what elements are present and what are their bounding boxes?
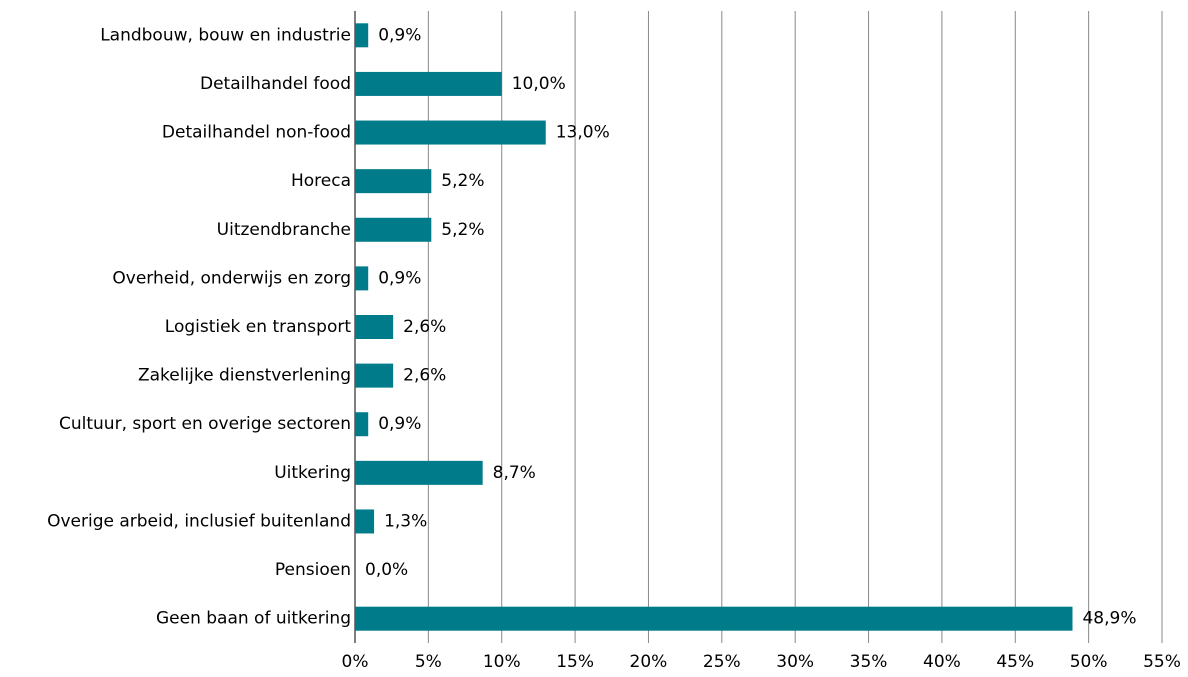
bar xyxy=(355,71,502,96)
y-tick-label: Overheid, onderwijs en zorg xyxy=(112,268,351,288)
y-tick-label: Pensioen xyxy=(275,560,351,580)
y-tick-label: Overige arbeid, inclusief buitenland xyxy=(47,511,351,531)
value-label: 2,6% xyxy=(403,317,446,337)
bar xyxy=(355,217,432,242)
y-tick-label: Landbouw, bouw en industrie xyxy=(100,25,351,45)
x-tick-label: 50% xyxy=(1070,652,1108,672)
x-tick-label: 15% xyxy=(556,652,594,672)
bar xyxy=(355,23,369,48)
value-label: 1,3% xyxy=(384,511,427,531)
value-label: 10,0% xyxy=(512,74,566,94)
x-tick-label: 0% xyxy=(342,652,369,672)
bar xyxy=(355,412,369,437)
y-tick-label: Uitkering xyxy=(274,463,351,483)
value-label: 0,9% xyxy=(378,414,421,434)
value-label: 0,9% xyxy=(378,25,421,45)
bar xyxy=(355,169,432,194)
value-label: 5,2% xyxy=(441,220,484,240)
y-tick-label: Detailhandel food xyxy=(200,74,351,94)
y-tick-label: Uitzendbranche xyxy=(217,220,351,240)
y-tick-label: Zakelijke dienstverlening xyxy=(138,366,351,386)
x-tick-label: 10% xyxy=(483,652,521,672)
value-label: 5,2% xyxy=(441,171,484,191)
y-tick-label: Geen baan of uitkering xyxy=(156,609,351,629)
x-tick-label: 5% xyxy=(415,652,442,672)
x-tick-label: 45% xyxy=(996,652,1034,672)
value-label: 8,7% xyxy=(493,463,536,483)
y-tick-label: Logistiek en transport xyxy=(165,317,352,337)
x-tick-label: 40% xyxy=(923,652,961,672)
value-label: 2,6% xyxy=(403,366,446,386)
x-tick-label: 30% xyxy=(776,652,814,672)
bar xyxy=(355,363,394,388)
bar xyxy=(355,606,1073,631)
bar xyxy=(355,460,483,485)
y-tick-label: Horeca xyxy=(291,171,351,191)
x-tick-label: 55% xyxy=(1143,652,1181,672)
value-label: 0,9% xyxy=(378,268,421,288)
y-tick-label: Detailhandel non-food xyxy=(162,123,351,143)
bar xyxy=(355,120,546,145)
bar xyxy=(355,315,394,339)
x-tick-label: 25% xyxy=(703,652,741,672)
bar xyxy=(355,509,375,534)
x-tick-label: 35% xyxy=(850,652,888,672)
bar xyxy=(355,266,369,291)
x-tick-label: 20% xyxy=(630,652,668,672)
value-label: 48,9% xyxy=(1082,609,1136,629)
value-label: 0,0% xyxy=(365,560,408,580)
value-label: 13,0% xyxy=(556,123,610,143)
y-tick-label: Cultuur, sport en overige sectoren xyxy=(59,414,351,434)
